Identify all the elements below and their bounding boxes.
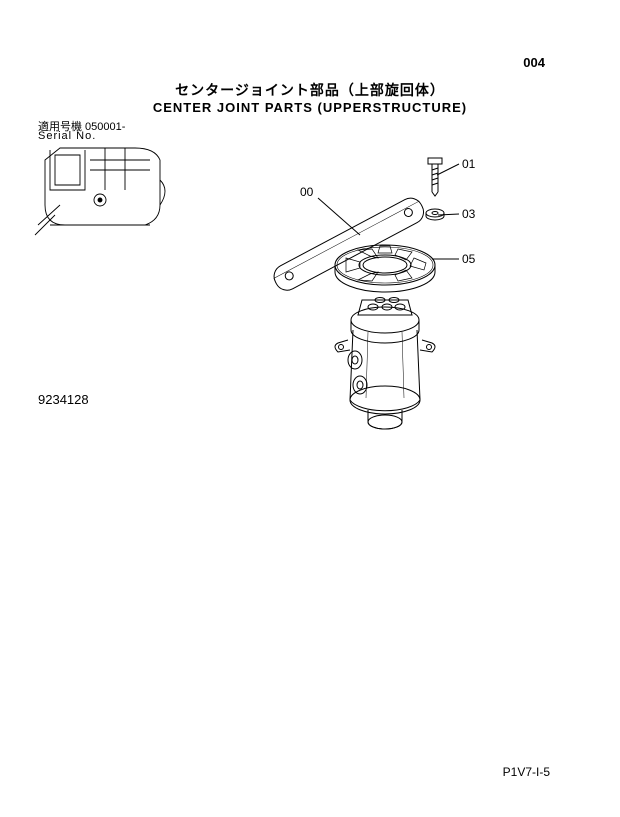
machine-overview-icon	[35, 148, 165, 235]
part-seal-ring-05	[335, 245, 435, 292]
exploded-diagram	[0, 0, 620, 817]
part-bolt-01	[428, 158, 442, 196]
center-joint-body	[335, 298, 435, 430]
